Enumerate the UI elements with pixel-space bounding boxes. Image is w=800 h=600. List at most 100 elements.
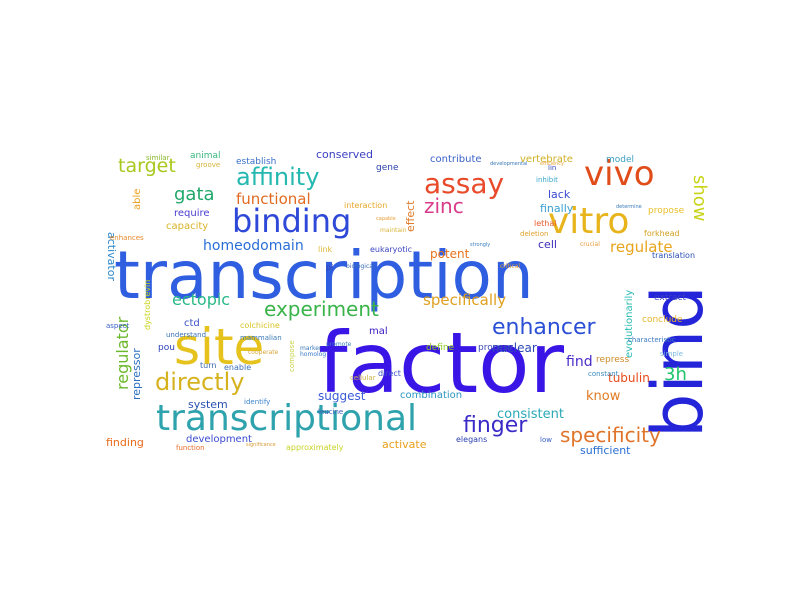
word-colchicine: colchicine <box>240 321 280 330</box>
word-characteristic: characteristic <box>628 336 676 344</box>
word-capacity: capacity <box>166 221 208 232</box>
word-turn: turn <box>200 361 216 370</box>
word-suggest: suggest <box>318 389 366 403</box>
word-cooperate: cooperate <box>248 349 279 356</box>
word-vitro: vitro <box>548 201 629 242</box>
word-3h: 3h <box>664 364 687 385</box>
word-strongly: strongly <box>470 242 490 248</box>
word-compose: compose <box>288 340 296 372</box>
word-show: show <box>689 175 710 222</box>
word-finger: finger <box>463 413 528 438</box>
word-biological: biological <box>346 263 375 270</box>
word-dystrobrevin: dystrobrevin <box>143 280 152 330</box>
word-activator: activator <box>105 232 118 281</box>
word-significance: significance <box>246 442 276 448</box>
word-regulate: regulate <box>610 238 673 256</box>
word-gata: gata <box>174 184 215 205</box>
word-assay: assay <box>424 167 504 200</box>
word-pi: pi <box>326 263 333 272</box>
word-ctd: ctd <box>184 318 200 329</box>
word-critical: critical <box>500 263 520 270</box>
word-find: find <box>566 354 593 370</box>
word-finding: finding <box>106 436 144 449</box>
word-effect: effect <box>404 200 417 232</box>
word-binding: binding <box>232 202 351 240</box>
word-capable: capable <box>376 216 396 222</box>
word-lin: lin <box>548 164 556 172</box>
word-specificity: specificity <box>560 423 661 447</box>
word-enhances: enhances <box>110 234 144 242</box>
word-leucine: leucine <box>318 408 343 416</box>
word-experiment: experiment <box>264 297 379 321</box>
word-crucial: crucial <box>580 241 600 248</box>
word-affinity: affinity <box>236 163 319 191</box>
word-activate: activate <box>382 438 427 451</box>
word-interaction: interaction <box>344 201 387 210</box>
word-tubulin: tubulin <box>608 371 650 385</box>
word-developmental: developmental <box>490 161 527 167</box>
word-sufficient: sufficient <box>580 444 631 457</box>
word-nuclear: nuclear <box>492 341 537 355</box>
word-combination: combination <box>400 390 462 401</box>
word-aspect: aspect <box>106 322 130 330</box>
word-site: site <box>174 318 264 376</box>
word-similar: similar <box>146 154 170 162</box>
word-repress: repress <box>596 355 629 365</box>
word-cellular: cellular <box>350 374 376 382</box>
word-elegans: elegans <box>456 435 487 444</box>
word-consistent: consistent <box>497 407 564 422</box>
word-mammalian: mammalian <box>240 334 282 342</box>
word-development: development <box>186 434 252 445</box>
word-process: process <box>478 343 513 353</box>
word-target: target <box>118 155 176 177</box>
word-finally: finally <box>540 202 574 215</box>
word-able: able <box>132 189 143 210</box>
word-simple: simple <box>660 350 683 358</box>
word-low: low <box>540 436 552 444</box>
word-transcription: transcription <box>114 237 534 314</box>
word-regulator: regulator <box>113 316 132 390</box>
word-conserved: conserved <box>316 148 373 161</box>
word-cell: cell <box>538 238 557 251</box>
word-animal: animal <box>190 151 221 161</box>
word-contribute: contribute <box>430 154 482 165</box>
word-mal: mal <box>369 326 388 337</box>
word-evolutionarily: evolutionarily <box>624 290 635 358</box>
word-constant: constant <box>588 370 619 378</box>
word-extract: extract <box>654 293 686 303</box>
word-enhancer: enhancer <box>492 315 596 340</box>
word-directly: directly <box>155 368 244 396</box>
word-identify: identify <box>244 398 270 406</box>
word-maintain: maintain <box>380 227 407 234</box>
word-bind: bind <box>637 285 719 438</box>
word-efficiency: efficiency <box>540 161 564 167</box>
word-inhibit: inhibit <box>536 176 558 184</box>
word-specifically: specifically <box>423 291 506 309</box>
word-vivo: vivo <box>584 154 655 194</box>
word-link: link <box>318 245 333 254</box>
word-functional: functional <box>236 190 311 208</box>
word-zinc: zinc <box>424 194 464 218</box>
word-homolog: homolog <box>300 351 326 358</box>
word-know: know <box>586 389 621 404</box>
word-marker: marker <box>300 345 322 352</box>
word-factor: factor <box>318 314 565 412</box>
word-forkhead: forkhead <box>644 229 680 238</box>
word-determine: determine <box>616 204 642 210</box>
word-understand: understand <box>166 331 206 339</box>
word-transcriptional: transcriptional <box>156 398 417 439</box>
word-repressor: repressor <box>130 348 143 400</box>
word-potent: potent <box>430 247 470 261</box>
word-eukaryotic: eukaryotic <box>370 245 412 254</box>
word-lack: lack <box>548 188 571 201</box>
word-ectopic: ectopic <box>172 290 230 309</box>
word-model: model <box>606 155 634 165</box>
word-establish: establish <box>236 157 276 167</box>
word-propose: propose <box>648 206 685 216</box>
word-lethal: lethal <box>534 219 556 228</box>
word-direct: direct <box>378 369 401 378</box>
word-system: system <box>188 398 228 411</box>
word-conclude: conclude <box>642 315 683 325</box>
cloud-area: factor transcription bind site transcrip… <box>105 148 719 457</box>
